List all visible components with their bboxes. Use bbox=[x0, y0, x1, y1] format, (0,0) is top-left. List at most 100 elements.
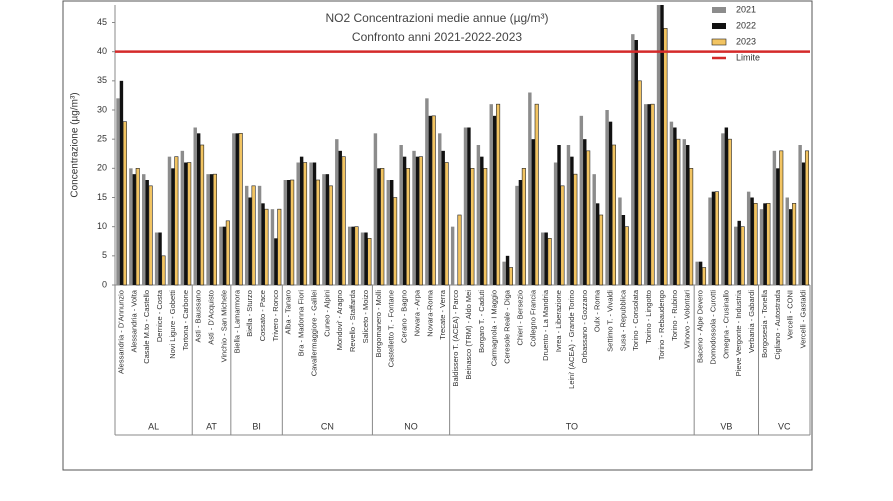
x-tick-label: Cavallermaggiore - Galilei bbox=[309, 290, 318, 377]
bar bbox=[508, 267, 513, 286]
bar bbox=[174, 156, 179, 286]
group-label: NO bbox=[404, 421, 418, 431]
bar bbox=[200, 144, 205, 286]
x-tick-label: Novi Ligure - Gobetti bbox=[168, 290, 177, 359]
x-tick-label: Borgosesia - Tonella bbox=[760, 289, 769, 358]
bar bbox=[566, 145, 571, 285]
bar bbox=[351, 226, 355, 285]
bar bbox=[309, 162, 313, 285]
x-tick-label: Susa - Repubblica bbox=[618, 289, 627, 351]
bar bbox=[116, 98, 120, 285]
bar bbox=[544, 232, 548, 285]
legend-swatch bbox=[712, 23, 726, 29]
bar bbox=[222, 226, 227, 285]
x-tick-label: Alba - Tanaro bbox=[284, 290, 293, 334]
bar bbox=[772, 150, 777, 285]
bar bbox=[631, 34, 635, 285]
x-tick-label: Torino - Rebaudengo bbox=[657, 290, 666, 360]
bar bbox=[248, 197, 252, 285]
bar bbox=[322, 174, 326, 285]
bar bbox=[470, 168, 475, 286]
bar bbox=[167, 156, 172, 285]
bar bbox=[393, 197, 398, 286]
x-tick-label: Oulx - Roma bbox=[593, 289, 602, 332]
x-tick-label: Bra - Madonna Fiori bbox=[297, 290, 306, 357]
bar bbox=[792, 203, 797, 286]
bar bbox=[315, 179, 320, 286]
bar bbox=[325, 174, 330, 285]
bar bbox=[643, 104, 648, 286]
bar bbox=[496, 103, 501, 286]
x-tick-label: Tortona - Carbone bbox=[181, 290, 190, 350]
legend-label: 2023 bbox=[736, 36, 756, 46]
x-tick-label: Cigliano - Autostrada bbox=[773, 289, 782, 359]
bar bbox=[335, 139, 339, 285]
bar bbox=[676, 138, 681, 286]
x-tick-label: Castelletto T. - Fontane bbox=[387, 290, 396, 367]
bar bbox=[521, 168, 526, 286]
bar bbox=[299, 156, 304, 285]
x-tick-label: Cuneo - Alpini bbox=[322, 290, 331, 337]
bar bbox=[689, 168, 694, 286]
bar bbox=[347, 226, 352, 285]
bar bbox=[763, 203, 767, 285]
bar bbox=[702, 267, 707, 286]
bar bbox=[553, 162, 558, 285]
bar bbox=[505, 255, 510, 285]
bar bbox=[618, 197, 622, 285]
bar bbox=[187, 162, 192, 286]
bar bbox=[531, 139, 536, 285]
bar bbox=[746, 191, 751, 285]
bar bbox=[450, 226, 455, 285]
bar bbox=[232, 133, 236, 285]
bar bbox=[734, 226, 738, 285]
bar bbox=[425, 98, 429, 285]
bar bbox=[528, 92, 532, 285]
legend-swatch bbox=[712, 7, 726, 13]
bar bbox=[148, 185, 153, 286]
bar bbox=[798, 145, 802, 285]
bar bbox=[560, 185, 565, 286]
y-tick-label: 30 bbox=[97, 104, 107, 114]
bar bbox=[328, 185, 333, 286]
group-label: VB bbox=[720, 421, 732, 431]
x-tick-label: Borgaro T. - Caduti bbox=[477, 290, 486, 353]
legend-label: 2022 bbox=[736, 20, 756, 30]
x-tick-label: Vinovo - Volontari bbox=[683, 290, 692, 349]
bar bbox=[122, 121, 127, 286]
group-label: TO bbox=[566, 421, 578, 431]
bar bbox=[673, 127, 677, 285]
bar bbox=[489, 104, 493, 286]
bar bbox=[212, 173, 217, 286]
y-tick-label: 35 bbox=[97, 75, 107, 85]
x-tick-label: Torino - Lingotto bbox=[644, 290, 653, 344]
bar bbox=[599, 214, 604, 286]
legend-label: 2021 bbox=[736, 4, 756, 14]
x-tick-label: Ceresole Reale - Diga bbox=[503, 289, 512, 364]
bar bbox=[663, 28, 668, 286]
y-tick-label: 0 bbox=[102, 279, 107, 289]
group-label: AL bbox=[148, 421, 159, 431]
bar bbox=[682, 139, 687, 285]
x-tick-label: Casale M.to - Castello bbox=[142, 290, 151, 364]
x-tick-label: Alessandria - Volta bbox=[129, 289, 138, 352]
bar bbox=[238, 133, 243, 286]
bar bbox=[428, 115, 433, 285]
bar bbox=[708, 197, 712, 285]
bar bbox=[312, 162, 317, 285]
bar bbox=[586, 150, 591, 286]
bar bbox=[779, 150, 784, 286]
bar bbox=[206, 174, 210, 285]
bar bbox=[788, 209, 793, 285]
bar bbox=[647, 104, 651, 286]
bar bbox=[583, 139, 587, 285]
x-tick-label: Baceno - Alpe Devero bbox=[696, 290, 705, 363]
bar bbox=[753, 203, 758, 286]
bar bbox=[418, 156, 423, 286]
bar bbox=[135, 168, 140, 286]
bar bbox=[766, 203, 771, 286]
x-tick-label: Torino - Consolata bbox=[631, 289, 640, 351]
x-tick-label: Alessandria - D'Annunzio bbox=[116, 290, 125, 374]
